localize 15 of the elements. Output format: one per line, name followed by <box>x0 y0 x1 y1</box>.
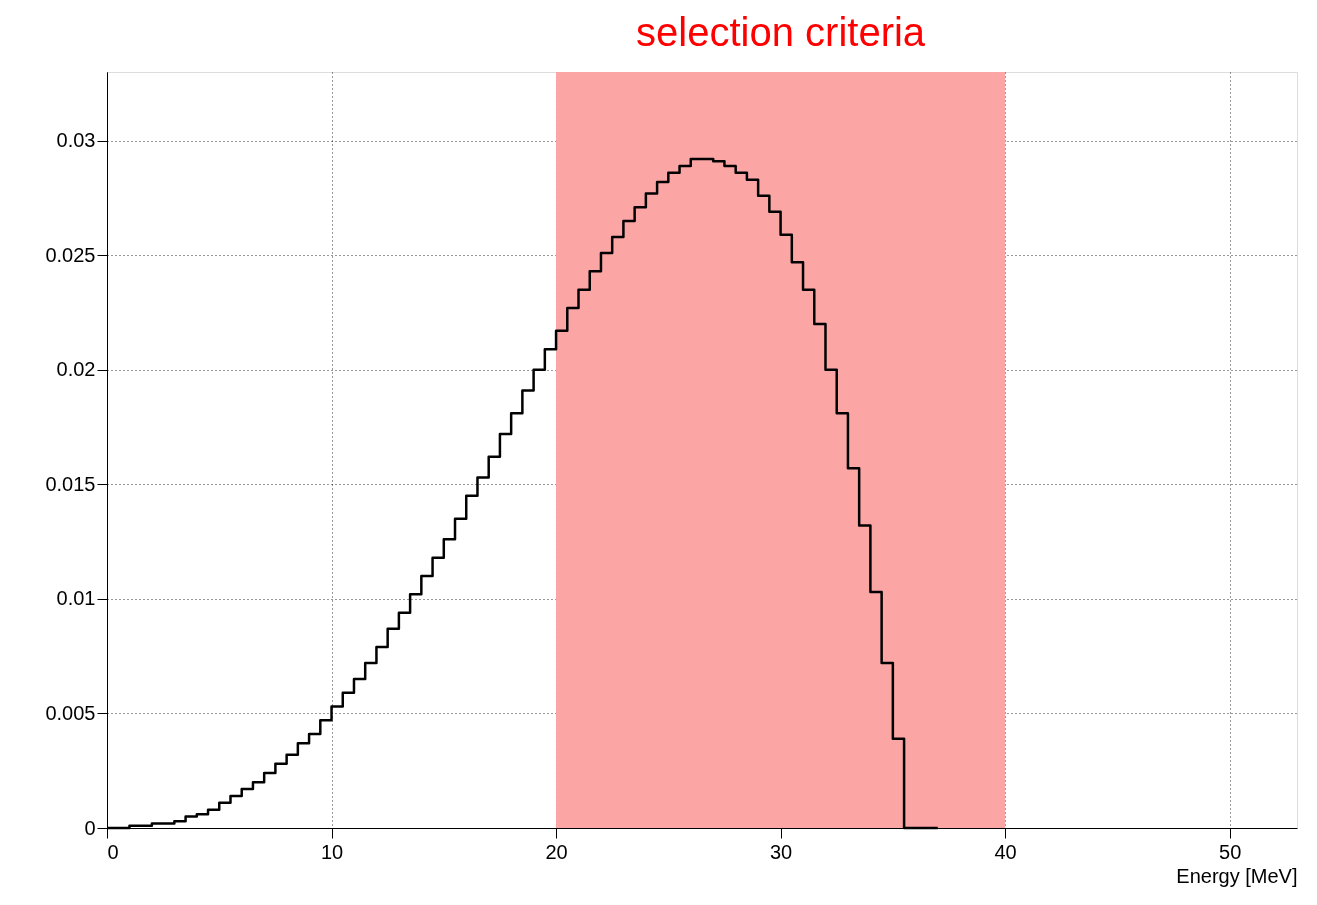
y-tick-label: 0.025 <box>45 243 96 266</box>
y-tick-label: 0.005 <box>45 701 96 724</box>
x-tick-label: 40 <box>994 840 1017 863</box>
x-tick-label: 10 <box>320 840 344 863</box>
x-tick-label: 20 <box>545 840 568 863</box>
band-label: selection criteria <box>636 10 926 54</box>
y-tick-label: 0 <box>84 816 96 839</box>
y-tick-label: 0.03 <box>56 129 96 152</box>
x-tick-label: 50 <box>1219 840 1242 863</box>
y-tick-label: 0.01 <box>56 587 96 610</box>
y-tick-label: 0.02 <box>56 358 96 381</box>
y-tick-label: 0.015 <box>45 472 96 495</box>
x-tick-label: 0 <box>107 840 119 863</box>
x-tick-label: 30 <box>769 840 793 863</box>
x-axis-title: Energy [MeV] <box>1176 864 1298 887</box>
